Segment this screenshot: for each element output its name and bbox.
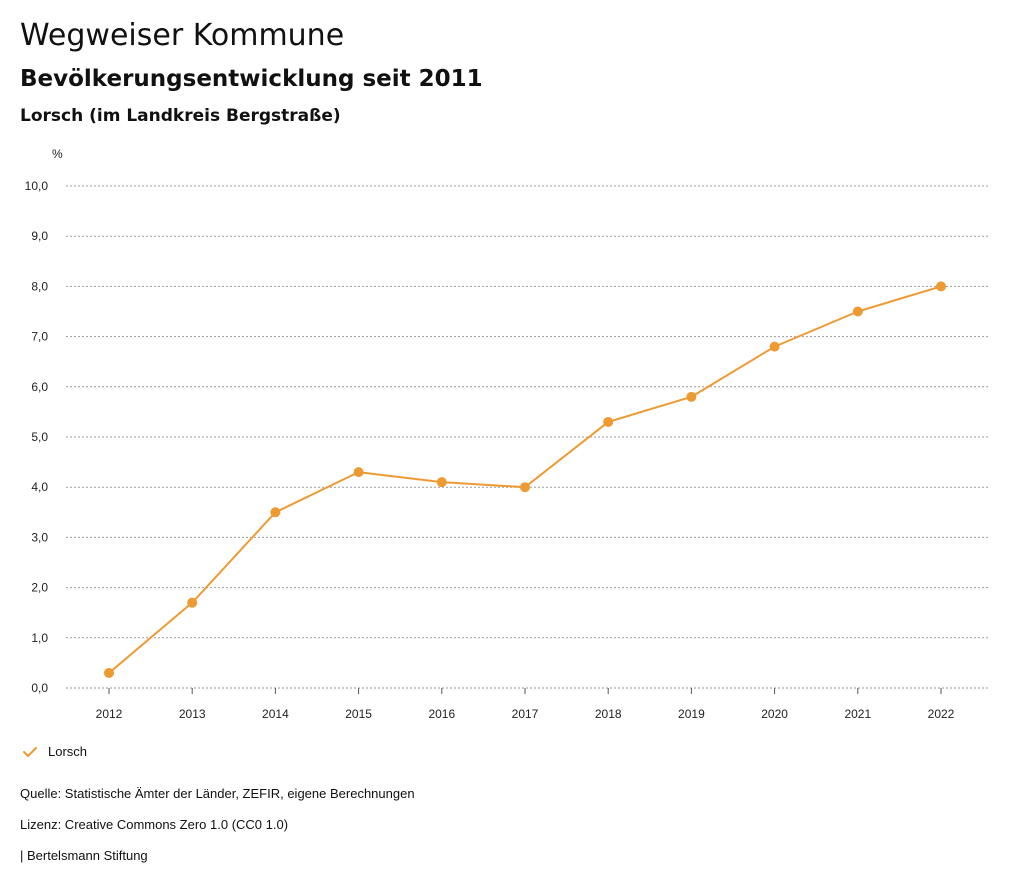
x-tick-label: 2018	[595, 707, 622, 721]
x-tick-label: 2014	[262, 707, 289, 721]
x-tick-label: 2012	[96, 707, 123, 721]
gridlines	[66, 185, 990, 689]
series-lorsch	[104, 281, 946, 678]
line-chart: % 0,0 1,0 2,0 3,0 4,0 5,0 6,0 7,0 8,0 9,0 10,0 201…	[25, 147, 990, 721]
data-point[interactable]	[852, 306, 863, 317]
y-tick-label: 2,0	[31, 581, 48, 595]
series-line	[108, 285, 942, 674]
checkmark-icon	[23, 746, 37, 757]
data-point[interactable]	[936, 281, 946, 292]
license-note: Lizenz: Creative Commons Zero 1.0 (CC0 1…	[20, 817, 289, 832]
y-tick-label: 8,0	[31, 279, 48, 293]
y-axis-unit: %	[52, 147, 63, 161]
y-tick-label: 3,0	[31, 530, 48, 544]
x-tick-label: 2013	[179, 707, 206, 721]
y-axis-ticks: 0,0 1,0 2,0 3,0 4,0 5,0 6,0 7,0 8,0 9,0 10,0	[25, 179, 49, 695]
x-tick-label: 2019	[678, 707, 705, 721]
y-tick-label: 0,0	[31, 681, 48, 695]
y-tick-label: 6,0	[31, 380, 48, 394]
page-title: Wegweiser Kommune	[20, 18, 345, 53]
data-point[interactable]	[520, 482, 530, 493]
publisher-note: | Bertelsmann Stiftung	[20, 848, 148, 863]
x-tick-label: 2015	[345, 707, 372, 721]
x-tick-label: 2022	[928, 707, 955, 721]
legend-label: Lorsch	[48, 744, 88, 759]
data-point[interactable]	[603, 416, 614, 427]
data-point[interactable]	[104, 667, 114, 678]
x-tick-label: 2021	[844, 707, 871, 721]
x-tick-label: 2020	[761, 707, 788, 721]
y-tick-label: 10,0	[25, 179, 49, 193]
x-axis-ticks: 2012 2013 2014 2015 2016 2017 2018 2019 2020 2021…	[66, 687, 990, 721]
y-tick-label: 4,0	[31, 480, 48, 494]
region-label: Lorsch (im Landkreis Bergstraße)	[20, 106, 341, 126]
data-point[interactable]	[353, 467, 364, 478]
data-point[interactable]	[769, 341, 780, 352]
data-point[interactable]	[436, 477, 447, 488]
chart-subtitle: Bevölkerungsentwicklung seit 2011	[20, 66, 483, 92]
source-note: Quelle: Statistische Ämter der Länder, Z…	[20, 786, 415, 801]
y-tick-label: 7,0	[31, 330, 48, 344]
y-tick-label: 1,0	[31, 631, 48, 645]
data-point[interactable]	[270, 507, 281, 518]
legend-item-lorsch[interactable]: Lorsch	[22, 744, 87, 759]
data-point[interactable]	[187, 597, 198, 608]
y-tick-label: 5,0	[31, 430, 48, 444]
x-tick-label: 2016	[428, 707, 455, 721]
data-point[interactable]	[686, 391, 697, 402]
y-tick-label: 9,0	[31, 229, 48, 243]
x-tick-label: 2017	[512, 707, 539, 721]
